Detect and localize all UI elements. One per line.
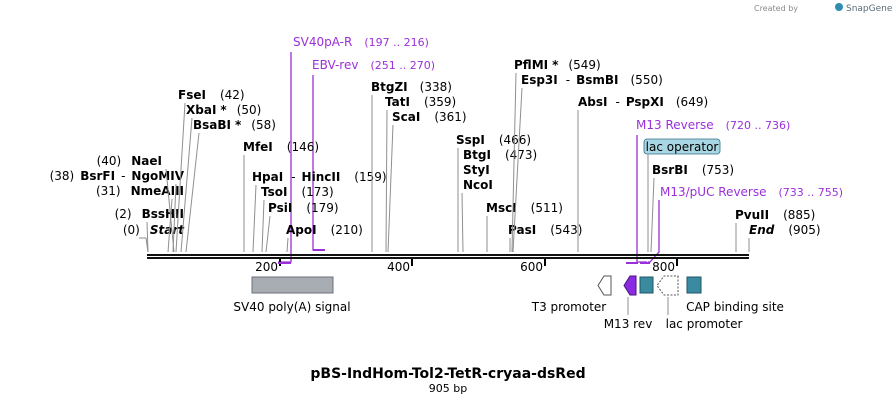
site-scai[interactable]: ScaI (361) (392, 110, 467, 124)
leader-bsrfi (172, 183, 177, 253)
site-leader-lines (139, 72, 750, 253)
site-ncoi[interactable]: NcoI (463, 178, 493, 192)
leader-ncoi (461, 192, 464, 253)
feature-cap-binding-site-label: CAP binding site (686, 300, 784, 314)
site-styi[interactable]: StyI (463, 163, 490, 177)
leader-pflmi (511, 72, 517, 253)
tick-400-label: 400 (387, 260, 410, 274)
site-pasi[interactable]: PasI (543) (508, 223, 582, 237)
map-length: 905 bp (429, 382, 467, 395)
site-bsabi[interactable]: BsaBI * (58) (193, 118, 276, 132)
leader-bsshii (146, 221, 149, 253)
feature-lac-promoter[interactable] (656, 275, 679, 296)
site-end[interactable]: End (905) (749, 223, 821, 237)
snapgene-logo: SnapGene (846, 4, 893, 14)
site-btgi[interactable]: BtgI (473) (463, 148, 537, 162)
site-msci[interactable]: MscI (511) (486, 201, 563, 215)
primer-m13-puc-reverse-arrow (640, 262, 650, 264)
created-by-label: Created by (754, 4, 798, 13)
feature-t3-promoter[interactable] (597, 275, 612, 296)
backbone-top-strand (147, 254, 749, 256)
feature-t3-promoter-label: T3 promoter (531, 300, 607, 314)
backbone-bottom-strand (147, 257, 749, 259)
site-fsei[interactable]: FseI (42) (178, 88, 245, 102)
site-esp3i-bsmbi[interactable]: Esp3I - BsmBI (550) (521, 73, 663, 87)
site-bsshii[interactable]: (2) BssHII (115, 207, 184, 221)
site-hpai-hincii[interactable]: HpaI - HincII (159) (252, 170, 387, 184)
leader-naei (165, 168, 175, 253)
feature-lac-promoter-label: lac promoter (666, 317, 743, 331)
site-tsoi[interactable]: TsoI (173) (261, 185, 334, 199)
lac-operator-tag[interactable] (643, 138, 721, 155)
leader-esp3i (512, 87, 523, 253)
leader-scai (387, 124, 394, 253)
site-bsrbi[interactable]: BsrBI (753) (652, 163, 734, 177)
tick-200-label: 200 (255, 260, 278, 274)
feature-m13-rev[interactable] (623, 275, 637, 296)
leader-start (139, 237, 149, 253)
primer-ebv-rev[interactable]: EBV-rev (251 .. 270) (312, 58, 435, 72)
primer-sv40pa-r-arrow (278, 262, 291, 264)
primer-m13-reverse-arrow (626, 262, 638, 264)
primer-m13-reverse[interactable]: M13 Reverse (720 .. 736) (636, 118, 790, 132)
map-title: pBS-IndHom-Tol2-TetR-cryaa-dsRed (310, 366, 585, 382)
site-pflmi[interactable]: PflMI * (549) (514, 58, 601, 72)
leader-psii (265, 215, 271, 253)
primer-m13-puc-reverse-line (648, 200, 660, 263)
site-naei[interactable]: (40) NaeI (97, 154, 162, 168)
leader-bsrbi (650, 177, 655, 253)
leader-hpai (252, 184, 257, 253)
site-xbai[interactable]: XbaI * (50) (186, 103, 261, 117)
leader-nmeaiii (167, 198, 173, 253)
feature-sv40-polya-label: SV40 poly(A) signal (233, 300, 350, 314)
site-nmeaiii[interactable]: (31) NmeAIII (96, 184, 184, 198)
site-bsrfi-ngomiv[interactable]: (38) BsrFI - NgoMIV (50, 169, 185, 183)
site-absi-pspxi[interactable]: AbsI - PspXI (649) (578, 95, 708, 109)
leader-xbai (180, 117, 193, 253)
feature-m13-rev-label: M13 rev (604, 317, 653, 331)
feature-sv40-polya[interactable] (251, 276, 334, 294)
primer-ebv-rev-arrow (313, 249, 325, 251)
tick-800-label: 800 (652, 260, 675, 274)
site-tati[interactable]: TatI (359) (385, 95, 456, 109)
site-apoi[interactable]: ApoI (210) (286, 223, 363, 237)
site-start[interactable]: (0) Start (123, 223, 185, 237)
leader-tati (385, 109, 388, 253)
site-btgzi[interactable]: BtgZI (338) (371, 80, 452, 94)
site-mfei[interactable]: MfeI (146) (243, 140, 319, 154)
leader-bsabi (185, 132, 200, 253)
feature-cap-binding-site[interactable] (686, 276, 702, 294)
snapgene-icon (835, 3, 843, 11)
primer-sv40pa-r[interactable]: SV40pA-R (197 .. 216) (293, 35, 429, 49)
primer-m13-puc-reverse[interactable]: M13/pUC Reverse (733 .. 755) (660, 185, 843, 199)
site-psii[interactable]: PsiI (179) (268, 201, 339, 215)
tick-600-label: 600 (520, 260, 543, 274)
leader-tsoi (261, 199, 265, 253)
leader-apoi (286, 237, 289, 253)
lac-operator-tag-label: lac operator (646, 140, 719, 154)
site-pvuii[interactable]: PvuII (885) (735, 208, 815, 222)
feature-lac-operator[interactable] (639, 276, 654, 294)
leader-fsei (175, 102, 186, 253)
